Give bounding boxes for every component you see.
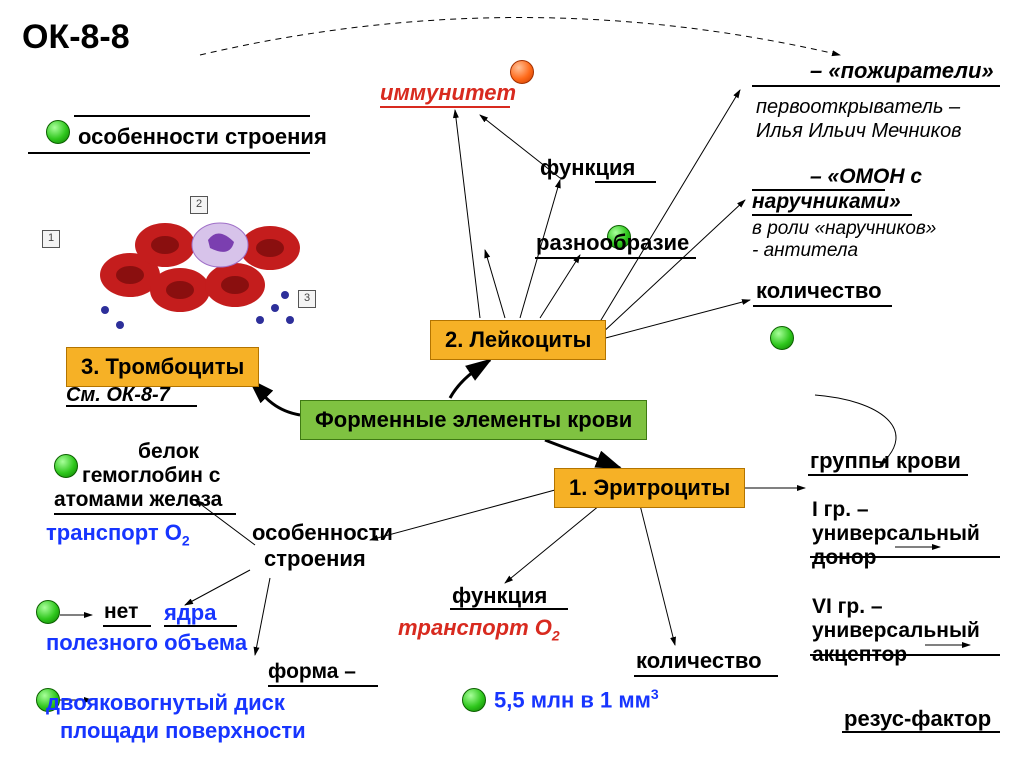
node-thrombocytes: 3. Тромбоциты (66, 347, 259, 387)
bullet-icon (770, 326, 794, 350)
label-group6-b: универсальный (812, 619, 980, 643)
label-discoverer-a: первооткрыватель – (756, 96, 960, 119)
label-protein-c: атомами железа (54, 488, 222, 512)
bullet-icon (36, 600, 60, 624)
bullet-icon (54, 454, 78, 478)
label-quantity-top: количество (756, 278, 882, 304)
label-group1-b: универсальный (812, 522, 980, 546)
label-blood-groups: группы крови (810, 448, 961, 474)
label-no: нет (104, 600, 138, 624)
label-group6-a: VI гр. – (812, 595, 883, 619)
label-surface-area: площади поверхности (60, 718, 306, 744)
label-biconcave: двояковогнутый диск (46, 690, 285, 716)
label-shape: форма – (268, 660, 356, 684)
node-center: Форменные элементы крови (300, 400, 647, 440)
label-omon-c: в роли «наручников» (752, 218, 936, 240)
bullet-icon (462, 688, 486, 712)
label-transport-blue: транспорт О2 (46, 520, 190, 548)
node-leukocytes: 2. Лейкоциты (430, 320, 606, 360)
label-omon-a: – «ОМОН с (810, 165, 922, 189)
label-transport-red: транспорт О2 (398, 615, 560, 643)
label-function-top: функция (540, 155, 635, 181)
label-protein-a: белок (138, 440, 199, 464)
label-useful-volume: полезного объема (46, 630, 247, 656)
node-erythrocytes: 1. Эритроциты (554, 468, 745, 508)
label-immunity: иммунитет (380, 80, 516, 106)
label-nucleus: ядра (164, 600, 216, 626)
label-quantity-2: количество (636, 648, 762, 674)
label-group1-a: I гр. – (812, 498, 869, 522)
label-features-2b: строения (264, 546, 366, 572)
callout-1: 1 (42, 230, 60, 248)
callout-3: 3 (298, 290, 316, 308)
diagram-stage: ОК-8-8 (0, 0, 1028, 767)
label-devourers: – «пожиратели» (810, 58, 994, 84)
label-rhesus: резус-фактор (844, 706, 991, 732)
callout-2: 2 (190, 196, 208, 214)
label-features-2a: особенности (252, 520, 393, 546)
label-discoverer-b: Илья Ильич Мечников (756, 120, 962, 143)
label-omon-b: наручниками» (752, 190, 901, 214)
bullet-icon (46, 120, 70, 144)
label-variety: разнообразие (536, 230, 689, 256)
label-protein-b: гемоглобин с (82, 464, 220, 488)
label-group6-c: акцептор (812, 643, 907, 667)
label-function-2: функция (452, 583, 547, 609)
label-group1-c: донор (812, 546, 877, 570)
label-see-ok: См. ОК-8-7 (66, 384, 170, 407)
label-omon-d: - антитела (752, 240, 858, 262)
label-features-top: особенности строения (78, 124, 327, 150)
label-count-value: 5,5 млн в 1 мм3 (494, 686, 659, 713)
